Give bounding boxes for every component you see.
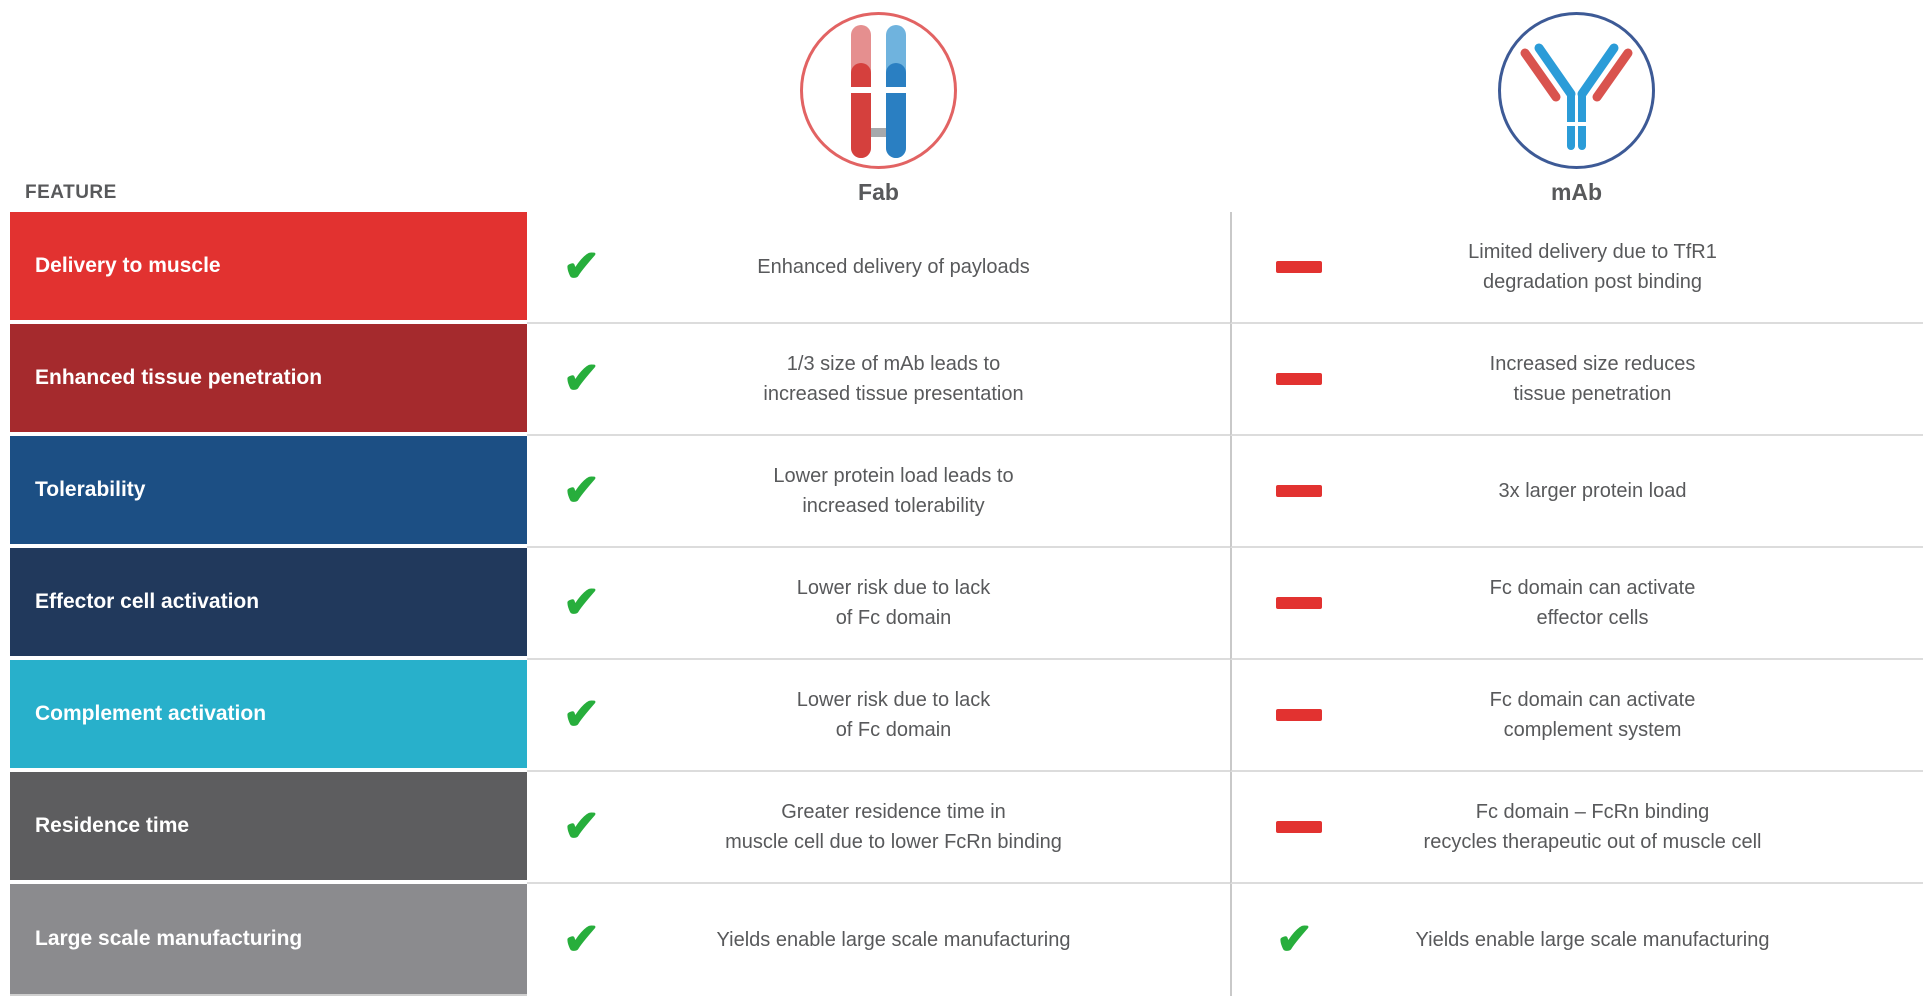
check-icon: [563, 693, 600, 737]
mab-cell: Limited delivery due to TfR1 degradation…: [1230, 212, 1923, 324]
check-icon: [563, 469, 600, 513]
fab-cell: Lower risk due to lack of Fc domain: [527, 548, 1230, 660]
check-icon: [1276, 918, 1313, 962]
mab-cell-text: Increased size reduces tissue penetratio…: [1489, 353, 1696, 405]
fab-cell-text: 1/3 size of mAb leads to increased tissu…: [763, 353, 1024, 405]
fab-cell: Lower protein load leads to increased to…: [527, 436, 1230, 548]
mab-column-title: mAb: [1550, 179, 1603, 205]
mab-column-header: mAb: [1230, 0, 1923, 212]
fab-column-header: Fab: [527, 0, 1230, 212]
check-icon: [563, 357, 600, 401]
fab-cell-text: Yields enable large scale manufacturing: [716, 929, 1071, 951]
feature-label: Residence time: [10, 772, 527, 884]
mab-cell-text: Fc domain can activate complement system: [1489, 689, 1696, 741]
fab-cell-text: Lower risk due to lack of Fc domain: [796, 577, 991, 629]
mab-cell: Increased size reduces tissue penetratio…: [1230, 324, 1923, 436]
fab-cell: 1/3 size of mAb leads to increased tissu…: [527, 324, 1230, 436]
mab-cell: Fc domain – FcRn binding recycles therap…: [1230, 772, 1923, 884]
fab-cell: Yields enable large scale manufacturing: [527, 884, 1230, 996]
mab-cell-text: Limited delivery due to TfR1 degradation…: [1468, 241, 1717, 293]
minus-icon: [1276, 485, 1322, 497]
check-icon: [563, 918, 600, 962]
mab-cell: 3x larger protein load: [1230, 436, 1923, 548]
fab-cell-text: Enhanced delivery of payloads: [757, 256, 1030, 278]
mab-cell: Fc domain can activate complement system: [1230, 660, 1923, 772]
mab-cell: Yields enable large scale manufacturing: [1230, 884, 1923, 996]
feature-column-header: FEATURE: [10, 0, 527, 212]
mab-cell-text: 3x larger protein load: [1498, 480, 1687, 502]
feature-label: Effector cell activation: [10, 548, 527, 660]
feature-label: Enhanced tissue penetration: [10, 324, 527, 436]
minus-icon: [1276, 373, 1322, 385]
check-icon: [563, 805, 600, 849]
fab-fragment-icon: [800, 12, 957, 169]
feature-label: Tolerability: [10, 436, 527, 548]
feature-label: Delivery to muscle: [10, 212, 527, 324]
minus-icon: [1276, 597, 1322, 609]
fab-cell-text: Lower risk due to lack of Fc domain: [796, 689, 991, 741]
minus-icon: [1276, 709, 1322, 721]
fab-column-title: Fab: [858, 179, 899, 205]
mab-cell-text: Yields enable large scale manufacturing: [1415, 929, 1770, 951]
fab-cell: Greater residence time in muscle cell du…: [527, 772, 1230, 884]
fab-cell-text: Greater residence time in muscle cell du…: [725, 801, 1062, 853]
minus-icon: [1276, 821, 1322, 833]
feature-column-header-label: FEATURE: [25, 182, 117, 203]
mab-cell-text: Fc domain – FcRn binding recycles therap…: [1423, 801, 1762, 853]
check-icon: [563, 245, 600, 289]
mab-cell-text: Fc domain can activate effector cells: [1489, 577, 1696, 629]
check-icon: [563, 581, 600, 625]
fab-cell: Lower risk due to lack of Fc domain: [527, 660, 1230, 772]
antibody-y-icon: [1498, 12, 1655, 169]
fab-cell-text: Lower protein load leads to increased to…: [773, 465, 1014, 517]
feature-label: Complement activation: [10, 660, 527, 772]
mab-cell: Fc domain can activate effector cells: [1230, 548, 1923, 660]
feature-label: Large scale manufacturing: [10, 884, 527, 996]
fab-cell: Enhanced delivery of payloads: [527, 212, 1230, 324]
minus-icon: [1276, 261, 1322, 273]
